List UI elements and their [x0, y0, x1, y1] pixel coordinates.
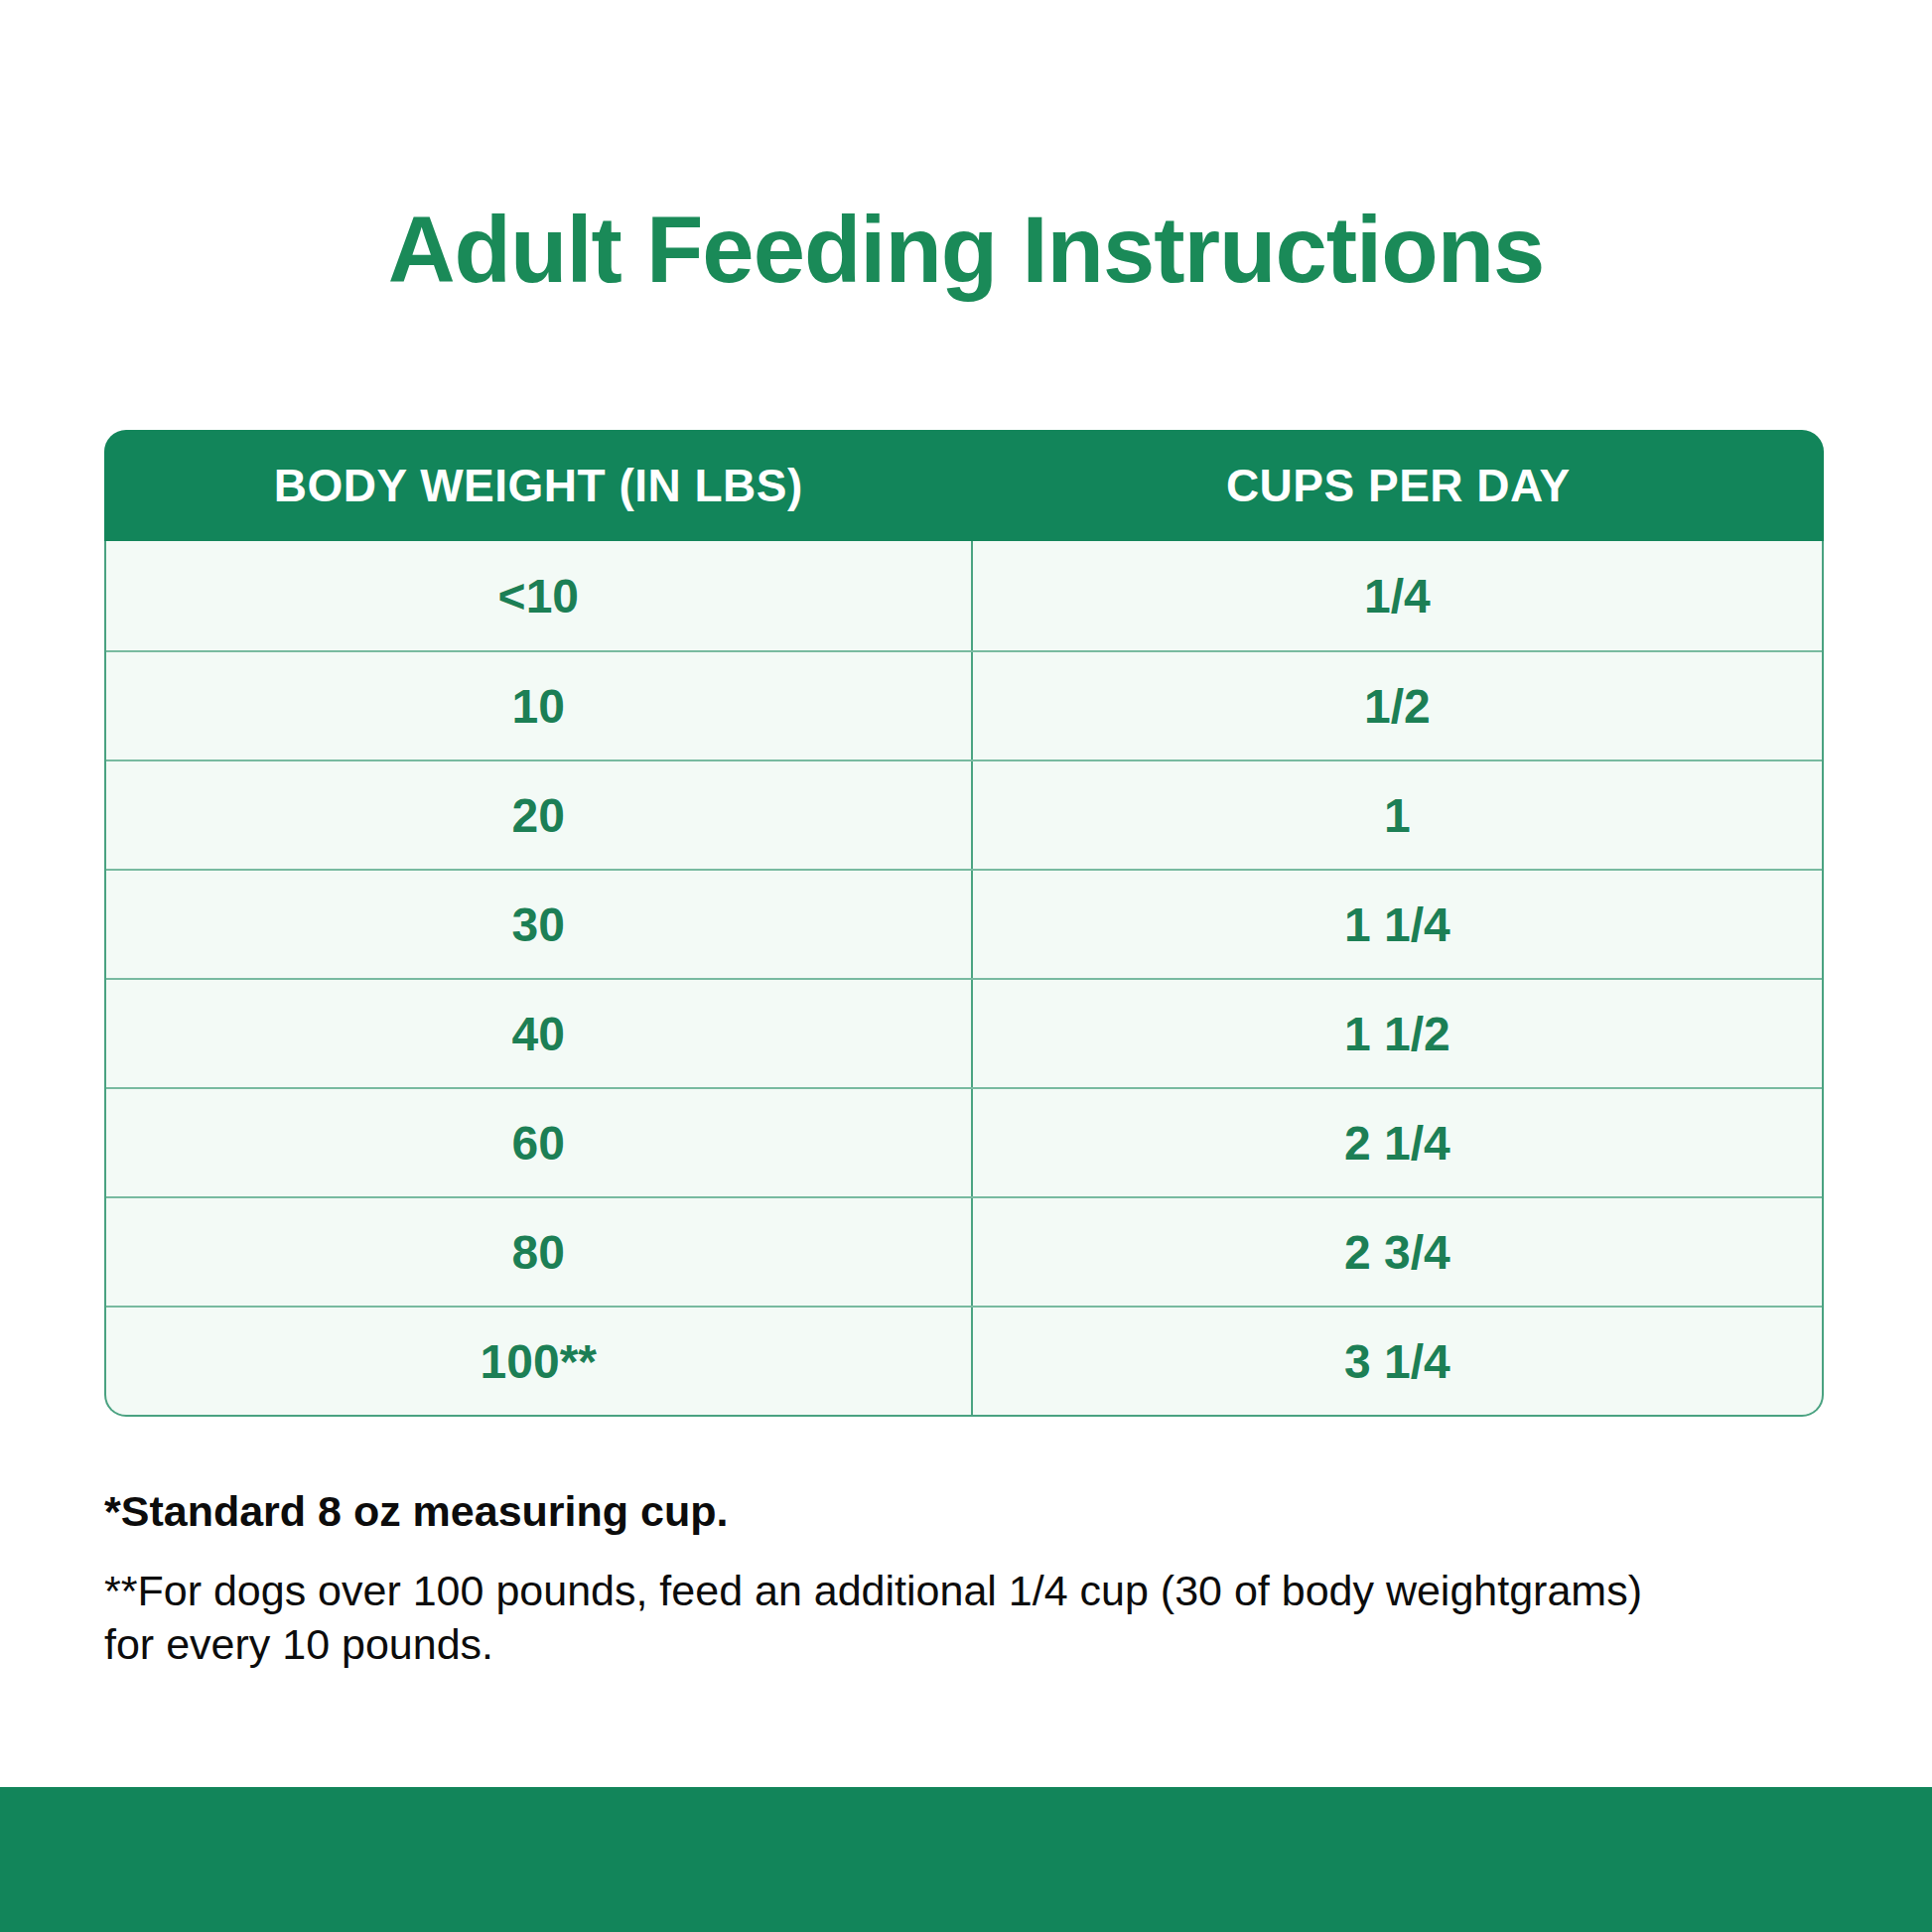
column-header-body-weight: BODY WEIGHT (IN LBS): [104, 430, 973, 541]
weight-cell: 40: [106, 980, 973, 1087]
footer-green-bar: [0, 1787, 1932, 1932]
cups-cell: 3 1/4: [973, 1308, 1822, 1415]
table-row: 60 2 1/4: [106, 1087, 1822, 1196]
table-row: 40 1 1/2: [106, 978, 1822, 1087]
footnote-over-100-line-1: **For dogs over 100 pounds, feed an addi…: [104, 1564, 1891, 1617]
cups-cell: 2 1/4: [973, 1089, 1822, 1196]
table-row: 100** 3 1/4: [106, 1306, 1822, 1415]
weight-cell: 60: [106, 1089, 973, 1196]
table-row: 20 1: [106, 759, 1822, 869]
weight-cell: 30: [106, 871, 973, 978]
page-title: Adult Feeding Instructions: [0, 197, 1932, 304]
table-row: <10 1/4: [106, 541, 1822, 650]
weight-cell: 80: [106, 1198, 973, 1306]
table-row: 30 1 1/4: [106, 869, 1822, 978]
footnote-over-100-pounds: **For dogs over 100 pounds, feed an addi…: [104, 1564, 1891, 1671]
cups-cell: 2 3/4: [973, 1198, 1822, 1306]
feeding-instructions-page: Adult Feeding Instructions BODY WEIGHT (…: [0, 0, 1932, 1932]
column-header-cups-per-day: CUPS PER DAY: [973, 430, 1824, 541]
weight-cell: 20: [106, 761, 973, 869]
cups-cell: 1: [973, 761, 1822, 869]
weight-cell: <10: [106, 541, 973, 650]
cups-cell: 1 1/2: [973, 980, 1822, 1087]
cups-cell: 1/4: [973, 541, 1822, 650]
footnote-over-100-line-2: for every 10 pounds.: [104, 1617, 1891, 1671]
cups-cell: 1 1/4: [973, 871, 1822, 978]
table-row: 10 1/2: [106, 650, 1822, 759]
weight-cell: 100**: [106, 1308, 973, 1415]
weight-cell: 10: [106, 652, 973, 759]
table-row: 80 2 3/4: [106, 1196, 1822, 1306]
footnote-standard-cup: *Standard 8 oz measuring cup.: [104, 1487, 728, 1536]
cups-cell: 1/2: [973, 652, 1822, 759]
table-header-row: BODY WEIGHT (IN LBS) CUPS PER DAY: [104, 430, 1824, 541]
table-body: <10 1/4 10 1/2 20 1 30 1 1/4 40 1 1/2 60…: [104, 541, 1824, 1417]
feeding-table: BODY WEIGHT (IN LBS) CUPS PER DAY <10 1/…: [104, 430, 1824, 1417]
